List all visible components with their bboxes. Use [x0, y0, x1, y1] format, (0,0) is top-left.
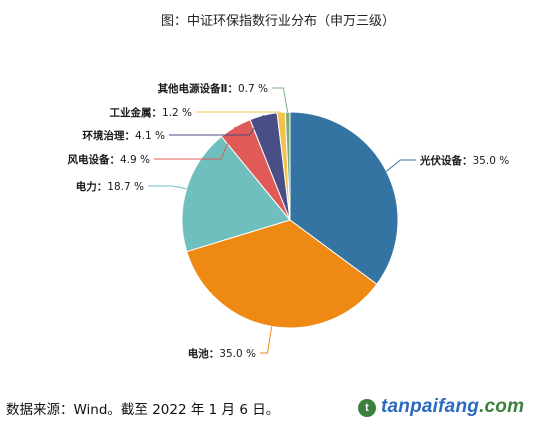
watermark-main: tanpaifang — [381, 396, 480, 417]
slice-label-name-4: 环境治理： — [82, 129, 135, 142]
slice-label-name-3: 风电设备： — [67, 153, 120, 166]
leader-line-4 — [169, 115, 264, 136]
watermark-text: tanpaifang.com — [381, 396, 524, 418]
slice-label-value-0: 35.0 % — [473, 155, 510, 167]
watermark-domain: .com — [479, 396, 525, 417]
slice-labels: 光伏设备：35.0 %电池：35.0 %电力：18.7 %风电设备：4.9 %环… — [67, 82, 509, 360]
leader-line-1 — [260, 326, 273, 354]
slice-label-4: 环境治理：4.1 % — [82, 129, 165, 142]
watermark-logo-icon: t — [358, 399, 376, 417]
slice-label-value-6: 0.7 % — [238, 83, 268, 95]
slice-label-3: 风电设备：4.9 % — [67, 153, 150, 166]
slice-label-1: 电池：35.0 % — [188, 347, 256, 360]
slice-label-5: 工业金属：1.2 % — [109, 106, 192, 119]
slice-label-name-6: 其他电源设备Ⅱ： — [158, 82, 238, 95]
leader-line-0 — [386, 159, 416, 172]
slice-label-value-1: 35.0 % — [219, 348, 256, 360]
slice-label-name-0: 光伏设备： — [419, 154, 473, 167]
pie-slice-2 — [181, 135, 291, 253]
leader-lines — [148, 87, 416, 354]
chart-title: 图：中证环保指数行业分布（申万三级） — [161, 14, 395, 29]
slice-label-name-5: 工业金属： — [109, 106, 162, 119]
pie-slices — [181, 111, 399, 329]
slice-label-name-2: 电力： — [76, 180, 108, 193]
pie-slice-6 — [284, 111, 291, 221]
slice-label-value-5: 1.2 % — [162, 107, 192, 119]
slice-label-value-3: 4.9 % — [120, 154, 150, 166]
slice-label-0: 光伏设备：35.0 % — [419, 154, 509, 167]
slice-label-6: 其他电源设备Ⅱ：0.7 % — [158, 82, 268, 95]
leader-line-2 — [148, 185, 187, 190]
slice-label-value-2: 18.7 % — [107, 181, 144, 193]
pie-chart: 图：中证环保指数行业分布（申万三级） 光伏设备：35.0 %电池：35.0 %电… — [67, 14, 509, 360]
source-note: 数据来源：Wind。截至 2022 年 1 月 6 日。 — [6, 402, 280, 418]
leader-line-6 — [272, 87, 289, 113]
slice-label-value-4: 4.1 % — [135, 130, 165, 142]
slice-label-name-1: 电池： — [188, 347, 220, 360]
leader-line-3 — [154, 126, 236, 160]
slice-label-2: 电力：18.7 % — [76, 180, 144, 193]
